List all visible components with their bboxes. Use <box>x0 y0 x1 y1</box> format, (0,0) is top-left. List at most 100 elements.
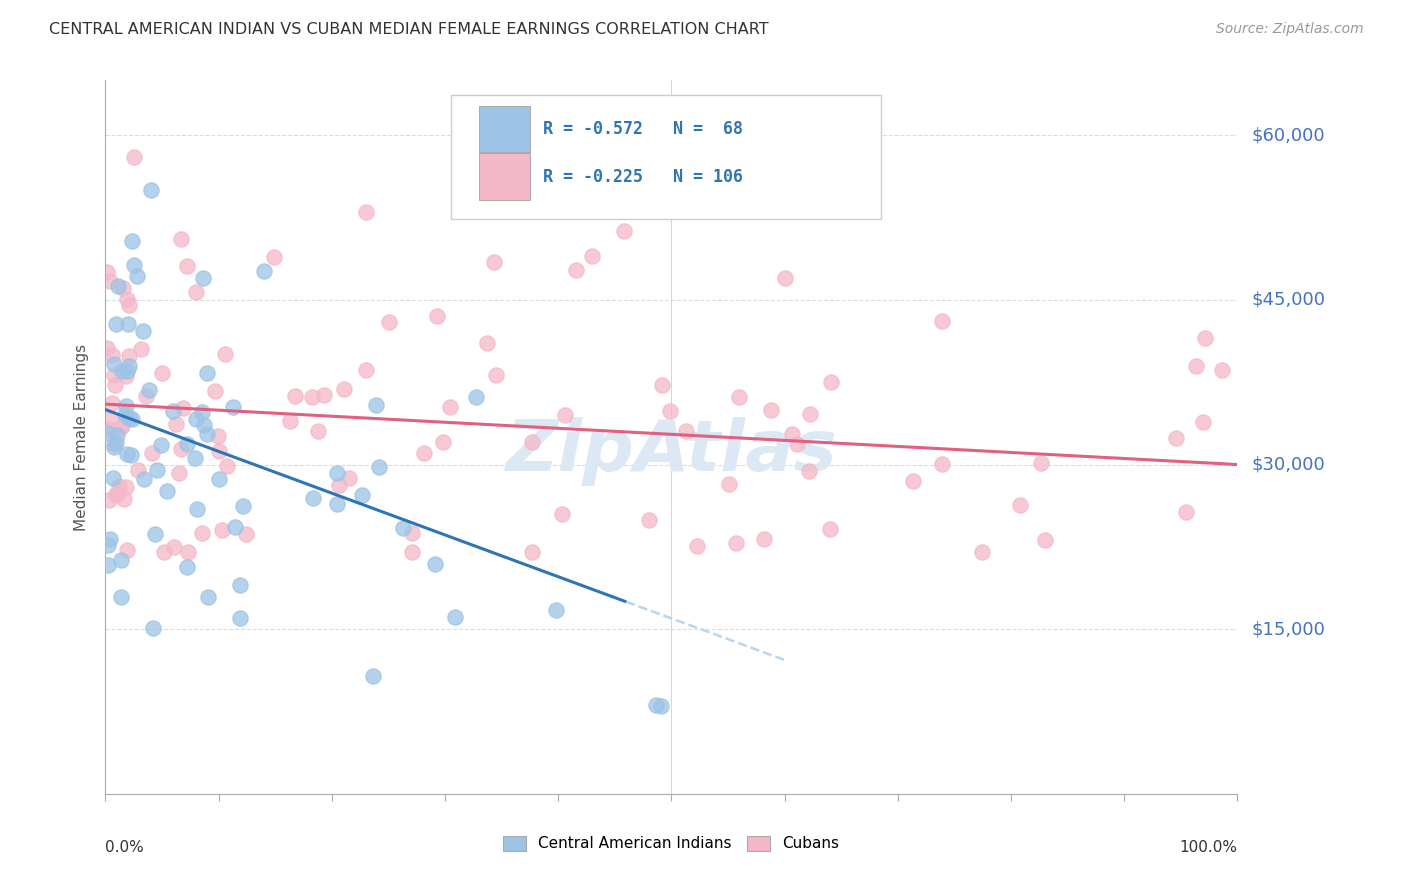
Point <box>818 522 841 536</box>
Point <box>183 451 205 466</box>
Point <box>114 407 136 421</box>
Point <box>124 258 146 272</box>
Point <box>195 367 218 381</box>
Point <box>252 263 274 277</box>
Point <box>221 400 243 414</box>
Point <box>165 417 187 432</box>
Point <box>970 545 993 559</box>
Point <box>103 440 125 454</box>
Point <box>107 279 129 293</box>
Point <box>522 545 544 559</box>
Point <box>172 401 194 416</box>
Point <box>464 390 486 404</box>
Point <box>176 545 198 559</box>
Point <box>191 405 214 419</box>
Point <box>105 435 128 450</box>
Point <box>169 442 191 456</box>
Point <box>149 438 172 452</box>
Point <box>186 502 208 516</box>
Point <box>110 590 132 604</box>
Point <box>581 249 603 263</box>
Point <box>401 526 423 541</box>
Point <box>121 412 143 426</box>
Point <box>100 410 122 425</box>
Point <box>193 270 215 285</box>
Point <box>786 437 808 451</box>
Point <box>229 611 252 625</box>
Point <box>120 448 142 462</box>
Point <box>520 435 543 450</box>
Point <box>122 150 145 164</box>
Point <box>235 526 257 541</box>
Point <box>103 436 125 450</box>
Point <box>1194 331 1216 345</box>
Point <box>153 545 176 559</box>
Point <box>204 384 226 399</box>
Point <box>107 479 129 493</box>
Point <box>114 480 136 494</box>
Point <box>117 317 139 331</box>
Point <box>423 557 446 571</box>
Point <box>96 265 118 279</box>
Point <box>333 382 356 396</box>
Point <box>96 341 118 355</box>
Text: 0.0%: 0.0% <box>105 840 145 855</box>
Point <box>401 545 423 559</box>
Point <box>112 491 135 506</box>
Point <box>659 404 682 418</box>
Point <box>121 235 143 249</box>
Point <box>111 364 134 378</box>
Point <box>1033 533 1056 547</box>
Point <box>392 521 415 535</box>
Point <box>103 368 125 383</box>
Point <box>105 428 128 442</box>
Point <box>484 255 506 269</box>
Point <box>208 472 231 486</box>
Point <box>1010 498 1032 512</box>
Point <box>103 357 125 371</box>
Y-axis label: Median Female Earnings: Median Female Earnings <box>75 343 90 531</box>
Text: $60,000: $60,000 <box>1251 126 1324 145</box>
Point <box>278 414 301 428</box>
Point <box>228 578 250 592</box>
Point <box>110 420 132 434</box>
Point <box>263 250 285 264</box>
Point <box>150 367 173 381</box>
Text: $45,000: $45,000 <box>1251 291 1326 309</box>
Legend: Central American Indians, Cubans: Central American Indians, Cubans <box>498 830 845 857</box>
Point <box>103 378 125 392</box>
Point <box>139 183 162 197</box>
Point <box>162 404 184 418</box>
Text: Source: ZipAtlas.com: Source: ZipAtlas.com <box>1216 22 1364 37</box>
Point <box>97 426 120 441</box>
Point <box>1031 456 1053 470</box>
Point <box>780 426 803 441</box>
Point <box>761 403 783 417</box>
Point <box>146 462 169 476</box>
Point <box>215 458 238 473</box>
Point <box>554 408 576 422</box>
Point <box>118 349 141 363</box>
Point <box>444 609 467 624</box>
Point <box>551 507 574 521</box>
Point <box>1166 431 1188 445</box>
Point <box>484 368 506 382</box>
Point <box>176 259 198 273</box>
Point <box>651 377 673 392</box>
Point <box>477 335 499 350</box>
Point <box>191 525 214 540</box>
Point <box>132 472 155 486</box>
Point <box>118 359 141 373</box>
Point <box>546 602 568 616</box>
Point <box>117 292 139 306</box>
Point <box>115 543 138 558</box>
Point <box>103 471 125 485</box>
Point <box>439 400 461 414</box>
Point <box>754 532 776 546</box>
Bar <box>479 153 530 200</box>
Text: $30,000: $30,000 <box>1251 456 1324 474</box>
Point <box>101 348 124 362</box>
Point <box>368 459 391 474</box>
Point <box>114 369 136 384</box>
Point <box>301 390 323 404</box>
